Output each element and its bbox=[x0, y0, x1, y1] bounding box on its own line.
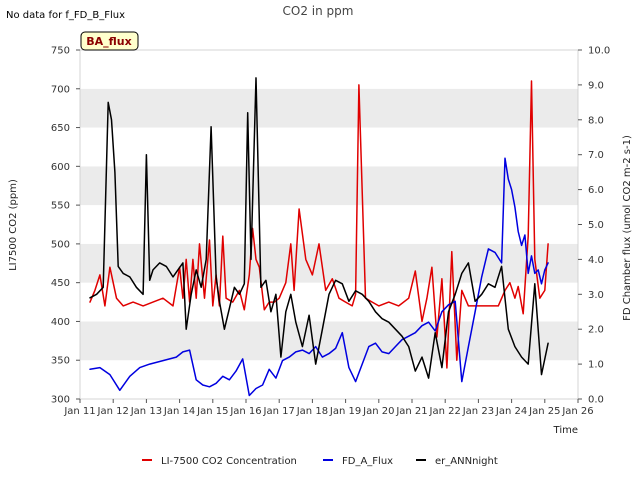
ba-flux-badge: BA_flux bbox=[80, 31, 139, 51]
grid-band bbox=[80, 243, 578, 283]
y2-tick-label: 4.0 bbox=[588, 255, 604, 266]
x-tick-label: Jan 19 bbox=[329, 406, 361, 417]
y-axis-right: 0.0 1.0 2.0 3.0 4.0 5.0 6.0 7.0 8.0 9.0 10.0 bbox=[578, 46, 610, 406]
y-tick-label: 650 bbox=[51, 123, 70, 134]
x-tick-label: Jan 20 bbox=[362, 406, 394, 417]
grid-band bbox=[80, 88, 578, 128]
background-bands bbox=[80, 50, 578, 399]
y2-tick-label: 8.0 bbox=[588, 115, 604, 126]
y-tick-label: 450 bbox=[51, 278, 70, 289]
y2-tick-label: 6.0 bbox=[588, 185, 604, 196]
series-layer bbox=[89, 77, 549, 397]
x-axis: Jan 11 Jan 12 Jan 13 Jan 14 Jan 15 Jan 16 Jan … bbox=[63, 399, 594, 417]
y2-tick-label: 0.0 bbox=[588, 395, 604, 406]
x-tick-label: Jan 16 bbox=[229, 406, 261, 417]
y2-tick-label: 3.0 bbox=[588, 290, 604, 301]
legend-label: FD_A_Flux bbox=[342, 456, 393, 467]
y2-tick-label: 5.0 bbox=[588, 220, 604, 231]
y-tick-label: 550 bbox=[51, 201, 70, 212]
y2-tick-label: 7.0 bbox=[588, 150, 604, 161]
x-tick-label: Jan 13 bbox=[130, 406, 162, 417]
x-tick-label: Jan 14 bbox=[163, 406, 195, 417]
grid-band bbox=[80, 205, 578, 244]
y-tick-label: 500 bbox=[51, 239, 70, 250]
legend-label: er_ANNnight bbox=[435, 456, 498, 467]
y-axis-title: LI7500 CO2 (ppm) bbox=[8, 179, 19, 271]
y2-tick-label: 2.0 bbox=[588, 325, 604, 336]
chart-title: CO2 in ppm bbox=[283, 4, 354, 18]
grid-band bbox=[80, 166, 578, 206]
y-tick-label: 300 bbox=[51, 395, 70, 406]
series-line-er-annnight bbox=[89, 77, 549, 379]
legend-label: LI-7500 CO2 Concentration bbox=[161, 456, 297, 467]
x-tick-label: Jan 12 bbox=[97, 406, 129, 417]
x-tick-label: Jan 18 bbox=[296, 406, 328, 417]
badge-box bbox=[80, 31, 139, 51]
legend: LI-7500 CO2 Concentration FD_A_Flux er_ANN… bbox=[142, 456, 498, 467]
x-tick-label: Jan 15 bbox=[196, 406, 228, 417]
y-tick-label: 350 bbox=[51, 356, 70, 367]
grid-band bbox=[80, 127, 578, 167]
y2-tick-label: 9.0 bbox=[588, 80, 604, 91]
y-tick-label: 400 bbox=[51, 317, 70, 328]
y-tick-label: 750 bbox=[51, 46, 70, 57]
x-tick-label: Jan 21 bbox=[395, 406, 427, 417]
badge-label: BA_flux bbox=[86, 35, 131, 48]
x-tick-label: Jan 24 bbox=[495, 406, 527, 417]
y-tick-label: 700 bbox=[51, 84, 70, 95]
x-tick-label: Jan 11 bbox=[63, 406, 95, 417]
x-tick-label: Jan 23 bbox=[462, 406, 494, 417]
x-tick-label: Jan 17 bbox=[263, 406, 295, 417]
x-tick-label: Jan 22 bbox=[429, 406, 461, 417]
x-tick-label: Jan 26 bbox=[561, 406, 593, 417]
y-axis-left: 300 350 400 450 500 550 600 650 700 750 bbox=[51, 46, 80, 406]
grid-band bbox=[80, 282, 578, 322]
y2-tick-label: 1.0 bbox=[588, 360, 604, 371]
grid-band bbox=[80, 50, 578, 89]
y-tick-label: 600 bbox=[51, 162, 70, 173]
x-tick-label: Jan 25 bbox=[528, 406, 560, 417]
y2-axis-title: FD Chamber flux (umol CO2 m-2 s-1) bbox=[622, 135, 633, 321]
no-data-note: No data for f_FD_B_Flux bbox=[6, 10, 125, 21]
series-line-fd-a-flux bbox=[89, 157, 549, 397]
series-line-li-7500-co2-concentration bbox=[89, 80, 549, 369]
grid-band bbox=[80, 360, 578, 399]
x-axis-title: Time bbox=[553, 425, 578, 436]
y2-tick-label: 10.0 bbox=[588, 46, 610, 57]
